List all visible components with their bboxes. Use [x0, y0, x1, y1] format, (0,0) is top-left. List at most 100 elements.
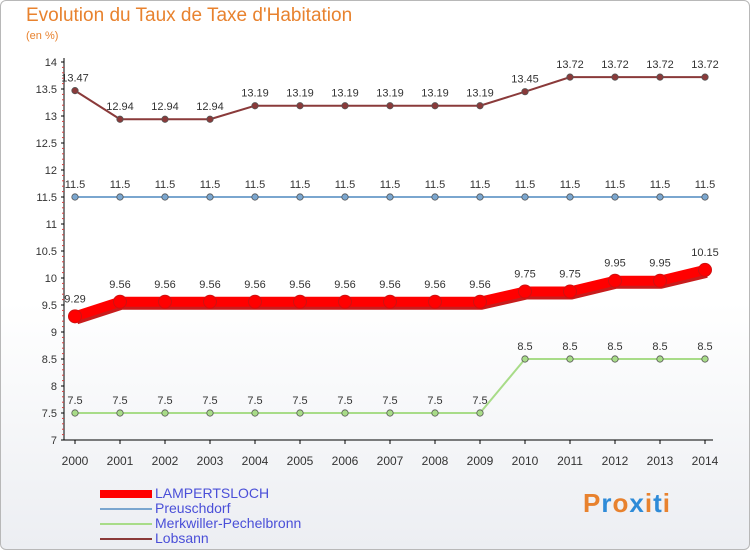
- x-tick-label: 2014: [692, 454, 719, 468]
- logo-letter: r: [601, 488, 613, 518]
- data-label-preuschdorf: 11.5: [290, 179, 311, 191]
- y-tick-label: 12.5: [36, 138, 57, 150]
- data-point-merkwiller-pechelbronn: [296, 409, 304, 417]
- data-point-lampertsloch: [248, 294, 262, 309]
- data-point-lampertsloch: [158, 294, 172, 309]
- data-point-lobsann: [476, 102, 484, 110]
- data-label-lampertsloch: 9.56: [199, 279, 220, 291]
- proxiti-logo: Proxiti: [583, 488, 671, 519]
- data-point-preuschdorf: [701, 193, 709, 201]
- data-point-preuschdorf: [431, 193, 439, 201]
- data-label-lampertsloch: 10.15: [691, 247, 719, 259]
- y-tick-label: 9.5: [42, 300, 57, 312]
- logo-letter: o: [612, 488, 630, 518]
- data-point-lampertsloch: [203, 294, 217, 309]
- data-label-lobsann: 12.94: [151, 101, 179, 113]
- data-point-lobsann: [656, 73, 664, 81]
- x-tick-label: 2007: [377, 454, 404, 468]
- x-tick-label: 2004: [242, 454, 269, 468]
- legend-item: Merkwiller-Pechelbronn: [100, 516, 301, 531]
- data-point-preuschdorf: [161, 193, 169, 201]
- data-point-lobsann: [521, 88, 529, 96]
- data-label-merkwiller-pechelbronn: 7.5: [427, 395, 442, 407]
- data-label-merkwiller-pechelbronn: 8.5: [652, 341, 667, 353]
- data-point-preuschdorf: [476, 193, 484, 201]
- data-label-preuschdorf: 11.5: [155, 179, 176, 191]
- data-point-merkwiller-pechelbronn: [521, 355, 529, 363]
- data-label-merkwiller-pechelbronn: 7.5: [202, 395, 217, 407]
- data-point-merkwiller-pechelbronn: [566, 355, 574, 363]
- data-label-preuschdorf: 11.5: [605, 179, 626, 191]
- data-point-lobsann: [251, 102, 259, 110]
- y-tick-label: 11: [46, 219, 57, 231]
- data-label-merkwiller-pechelbronn: 7.5: [337, 395, 352, 407]
- data-label-lampertsloch: 9.56: [289, 279, 310, 291]
- data-label-preuschdorf: 11.5: [200, 179, 221, 191]
- data-point-lampertsloch: [473, 294, 487, 309]
- data-label-lampertsloch: 9.56: [424, 279, 445, 291]
- data-label-merkwiller-pechelbronn: 7.5: [382, 395, 397, 407]
- data-label-lampertsloch: 9.56: [379, 279, 400, 291]
- data-label-merkwiller-pechelbronn: 8.5: [562, 341, 577, 353]
- data-label-lampertsloch: 9.95: [649, 258, 670, 270]
- data-point-merkwiller-pechelbronn: [341, 409, 349, 417]
- x-tick-label: 2008: [422, 454, 449, 468]
- chart-axes: 7 7.5 8 8.5 9 9.5 10 10.5 11 11.5 12 12.5 13 13.5 14 20…: [36, 57, 719, 468]
- data-point-preuschdorf: [566, 193, 574, 201]
- y-tick-label: 14: [45, 57, 57, 69]
- y-tick-label: 12: [45, 165, 57, 177]
- series-lines: [68, 73, 712, 417]
- y-tick-label: 8: [51, 381, 57, 393]
- legend-swatch: [100, 507, 152, 510]
- data-label-preuschdorf: 11.5: [425, 179, 446, 191]
- legend-swatch: [100, 537, 152, 540]
- x-tick-label: 2012: [602, 454, 629, 468]
- x-tick-label: 2010: [512, 454, 539, 468]
- data-label-preuschdorf: 11.5: [65, 179, 86, 191]
- data-label-lampertsloch: 9.56: [469, 279, 490, 291]
- data-label-preuschdorf: 11.5: [245, 179, 266, 191]
- data-point-merkwiller-pechelbronn: [701, 355, 709, 363]
- data-label-preuschdorf: 11.5: [110, 179, 131, 191]
- x-tick-label: 2009: [467, 454, 494, 468]
- data-label-merkwiller-pechelbronn: 7.5: [292, 395, 307, 407]
- data-label-merkwiller-pechelbronn: 8.5: [517, 341, 532, 353]
- y-tick-label: 10.5: [36, 246, 57, 258]
- data-label-preuschdorf: 11.5: [650, 179, 671, 191]
- y-tick-label: 9: [51, 327, 57, 339]
- data-point-lobsann: [296, 102, 304, 110]
- data-label-lampertsloch: 9.56: [244, 279, 265, 291]
- logo-letter: P: [583, 488, 602, 518]
- data-point-lobsann: [386, 102, 394, 110]
- x-tick-label: 2001: [107, 454, 134, 468]
- data-label-lobsann: 13.72: [556, 59, 584, 71]
- data-point-merkwiller-pechelbronn: [116, 409, 124, 417]
- y-tick-label: 11.5: [36, 192, 57, 204]
- data-point-preuschdorf: [521, 193, 529, 201]
- data-point-lampertsloch: [338, 294, 352, 309]
- data-label-merkwiller-pechelbronn: 7.5: [247, 395, 262, 407]
- legend-item: Preuschdorf: [100, 501, 301, 516]
- data-label-preuschdorf: 11.5: [515, 179, 536, 191]
- y-tick-label: 13: [45, 111, 57, 123]
- data-point-preuschdorf: [206, 193, 214, 201]
- data-label-lobsann: 13.19: [376, 88, 404, 100]
- data-label-lampertsloch: 9.56: [334, 279, 355, 291]
- data-point-merkwiller-pechelbronn: [71, 409, 79, 417]
- data-label-lampertsloch: 9.56: [154, 279, 175, 291]
- chart-legend: LAMPERTSLOCH Preuschdorf Merkwiller-Pechel…: [100, 486, 301, 546]
- data-point-lampertsloch: [293, 294, 307, 309]
- legend-label: Lobsann: [155, 530, 209, 546]
- data-point-lampertsloch: [68, 309, 82, 324]
- x-tick-label: 2003: [197, 454, 224, 468]
- data-point-lampertsloch: [113, 294, 127, 309]
- data-label-lampertsloch: 9.56: [109, 279, 130, 291]
- data-point-lobsann: [116, 115, 124, 123]
- data-label-merkwiller-pechelbronn: 7.5: [157, 395, 172, 407]
- x-tick-label: 2005: [287, 454, 314, 468]
- data-label-preuschdorf: 11.5: [470, 179, 491, 191]
- data-point-lampertsloch: [518, 284, 532, 299]
- data-point-merkwiller-pechelbronn: [431, 409, 439, 417]
